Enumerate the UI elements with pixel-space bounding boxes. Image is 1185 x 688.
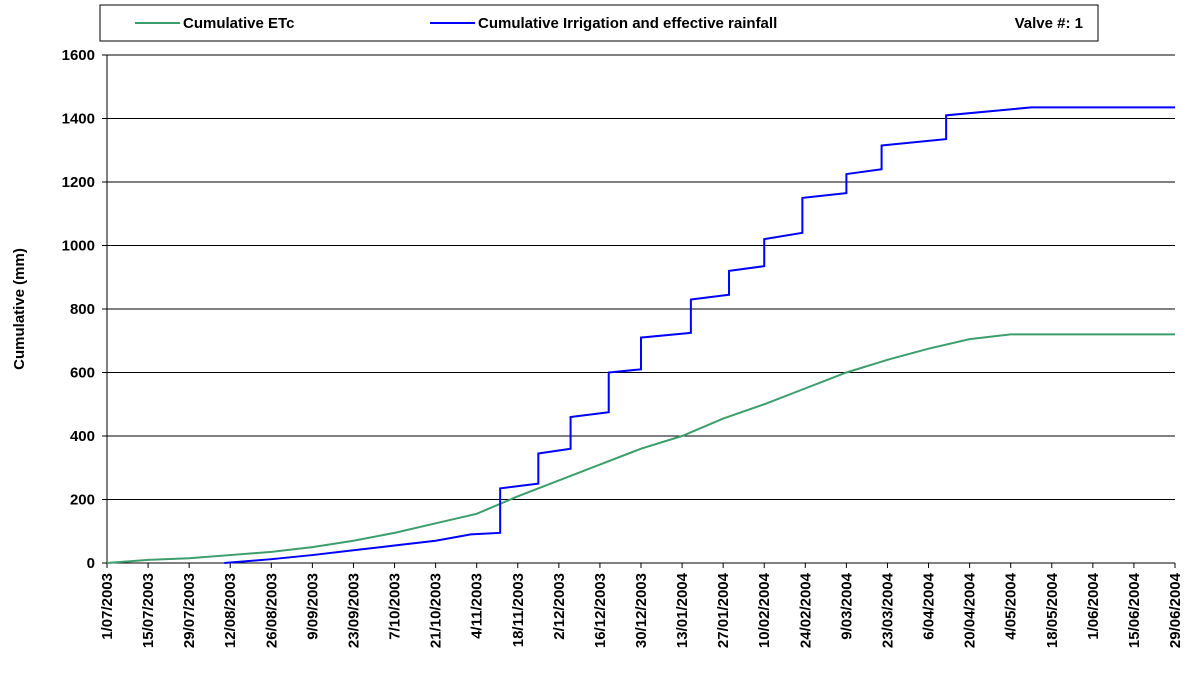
x-tick-label: 27/01/2004 xyxy=(715,572,732,648)
x-tick-label: 4/11/2003 xyxy=(469,573,486,639)
x-tick-label: 29/07/2003 xyxy=(181,573,198,648)
y-tick-label: 800 xyxy=(70,301,95,318)
x-tick-label: 16/12/2003 xyxy=(592,573,609,648)
x-tick-label: 10/02/2004 xyxy=(756,572,773,648)
x-tick-label: 6/04/2004 xyxy=(921,572,938,639)
x-tick-label: 23/09/2003 xyxy=(345,573,362,648)
y-tick-label: 200 xyxy=(70,492,95,509)
y-tick-label: 1200 xyxy=(62,174,95,191)
legend-box xyxy=(99,4,1099,42)
x-tick-label: 2/12/2003 xyxy=(551,573,568,640)
x-tick-label: 7/10/2003 xyxy=(387,573,404,640)
legend-label: Cumulative Irrigation and effective rain… xyxy=(478,15,777,32)
y-tick-label: 1400 xyxy=(62,111,95,128)
x-tick-label: 18/05/2004 xyxy=(1044,572,1061,648)
x-tick-label: 13/01/2004 xyxy=(674,572,691,648)
x-tick-label: 9/03/2004 xyxy=(838,572,855,639)
y-tick-label: 1600 xyxy=(62,47,95,64)
x-tick-label: 1/07/2003 xyxy=(99,573,116,640)
x-tick-label: 24/02/2004 xyxy=(797,572,814,648)
series-line xyxy=(224,106,1175,564)
series-line xyxy=(106,333,1175,564)
x-tick-label: 29/06/2004 xyxy=(1167,572,1184,648)
x-tick-label: 15/06/2004 xyxy=(1126,572,1143,648)
x-tick-label: 12/08/2003 xyxy=(222,573,239,648)
x-tick-label: 9/09/2003 xyxy=(304,573,321,640)
y-tick-label: 1000 xyxy=(62,238,95,255)
x-tick-label: 20/04/2004 xyxy=(962,572,979,648)
x-tick-label: 15/07/2003 xyxy=(140,573,157,648)
x-tick-label: 23/03/2004 xyxy=(879,572,896,648)
y-axis-label: Cumulative (mm) xyxy=(11,248,28,370)
x-tick-label: 1/06/2004 xyxy=(1085,572,1102,639)
y-tick-label: 0 xyxy=(87,555,95,572)
annotation: Valve #: 1 xyxy=(1015,15,1083,32)
x-tick-label: 18/11/2003 xyxy=(510,573,527,647)
legend-label: Cumulative ETc xyxy=(183,15,294,32)
y-tick-label: 400 xyxy=(70,428,95,445)
x-tick-label: 21/10/2003 xyxy=(428,573,445,648)
x-tick-label: 30/12/2003 xyxy=(633,573,650,648)
x-tick-label: 4/05/2004 xyxy=(1003,572,1020,639)
x-tick-label: 26/08/2003 xyxy=(263,573,280,648)
y-tick-label: 600 xyxy=(70,365,95,382)
